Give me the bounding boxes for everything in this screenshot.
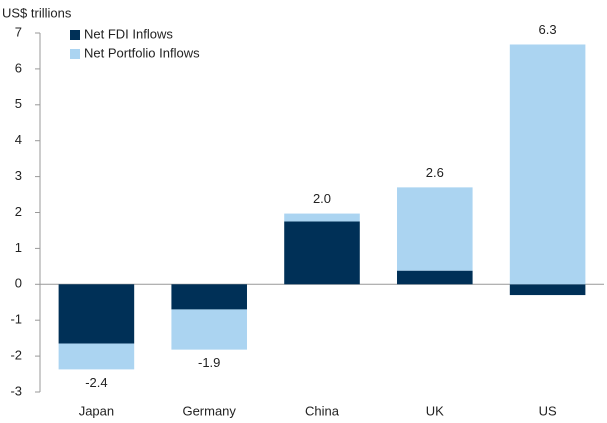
total-label: -1.9 <box>198 355 220 370</box>
y-tick-label: -2 <box>10 348 22 363</box>
bar-segment <box>509 44 586 285</box>
x-tick-label: Japan <box>79 403 114 418</box>
y-tick-label: -1 <box>10 312 22 327</box>
y-tick-label: 4 <box>15 132 22 147</box>
bar-segment <box>397 270 473 285</box>
y-axis-label: US$ trillions <box>2 5 72 20</box>
y-tick-label: 0 <box>15 276 22 291</box>
legend-swatch <box>70 49 80 59</box>
total-label: -2.4 <box>85 375 107 390</box>
bar-segment <box>171 309 247 350</box>
x-tick-label: China <box>305 403 340 418</box>
bar-segment <box>171 284 247 310</box>
x-tick-label: Germany <box>182 403 236 418</box>
total-label: 6.3 <box>539 22 557 37</box>
total-label: 2.6 <box>426 165 444 180</box>
x-tick-label: US <box>539 403 557 418</box>
bar-segment <box>284 221 360 285</box>
bar-segment <box>58 343 135 370</box>
y-tick-label: 6 <box>15 60 22 75</box>
y-tick-label: -3 <box>10 383 22 398</box>
bar-segment <box>284 213 360 222</box>
bar-segment <box>509 284 586 296</box>
x-tick-label: UK <box>426 403 444 418</box>
y-tick-label: 2 <box>15 204 22 219</box>
bar-segment <box>58 284 135 344</box>
y-tick-label: 5 <box>15 96 22 111</box>
y-tick-label: 7 <box>15 24 22 39</box>
y-tick-label: 1 <box>15 240 22 255</box>
y-tick-label: 3 <box>15 168 22 183</box>
total-label: 2.0 <box>313 191 331 206</box>
legend-label: Net Portfolio Inflows <box>84 45 200 60</box>
legend-swatch <box>70 30 80 40</box>
legend-label: Net FDI Inflows <box>84 26 173 41</box>
bar-segment <box>397 187 473 271</box>
